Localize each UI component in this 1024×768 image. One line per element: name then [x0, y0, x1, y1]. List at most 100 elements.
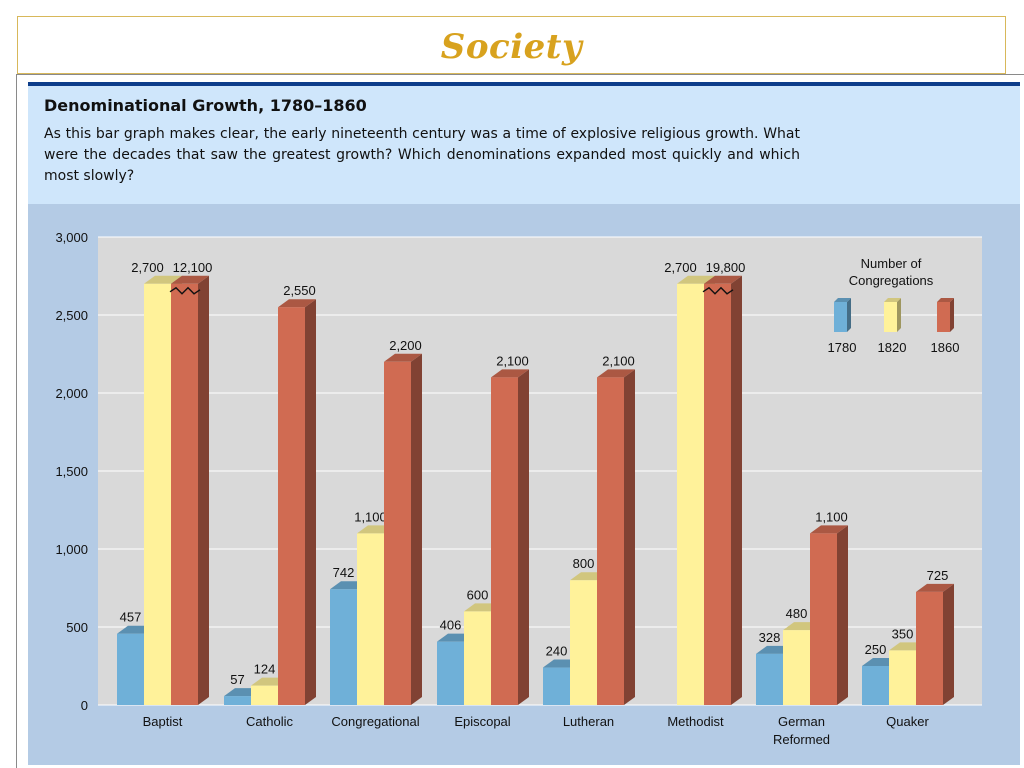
data-label: 12,100 [173, 260, 213, 275]
legend-label: 1780 [828, 340, 857, 355]
data-label: 19,800 [706, 260, 746, 275]
bar-side [731, 275, 742, 705]
y-tick-label: 2,500 [55, 308, 88, 323]
legend-swatch [937, 302, 950, 332]
data-label: 2,700 [664, 260, 697, 275]
y-tick-label: 0 [81, 698, 88, 713]
bar-top [916, 583, 954, 592]
bar [756, 653, 783, 705]
legend-swatch-top [937, 298, 954, 302]
y-tick-label: 3,000 [55, 230, 88, 245]
bar-side [411, 353, 422, 705]
x-tick-label: German [778, 714, 825, 729]
data-label: 328 [759, 630, 781, 645]
y-tick-label: 500 [66, 620, 88, 635]
slide-title: Society [440, 27, 583, 67]
data-label: 240 [546, 644, 568, 659]
data-label: 457 [120, 610, 142, 625]
data-label: 800 [573, 556, 595, 571]
data-label: 124 [254, 662, 276, 677]
data-label: 2,550 [283, 283, 316, 298]
y-tick-label: 1,500 [55, 464, 88, 479]
bar-top [597, 369, 635, 378]
bar [224, 696, 251, 705]
frame-line [1006, 74, 1024, 75]
bar [810, 533, 837, 705]
data-label: 250 [865, 642, 887, 657]
bar-top [144, 275, 182, 284]
data-label: 742 [333, 565, 355, 580]
bar-side [624, 369, 635, 705]
bar [889, 650, 916, 705]
y-tick-label: 2,000 [55, 386, 88, 401]
bar [464, 611, 491, 705]
x-tick-label: Reformed [773, 732, 830, 747]
bar-top [810, 525, 848, 534]
legend-swatch [834, 302, 847, 332]
x-tick-label: Methodist [667, 714, 724, 729]
legend-swatch-side [847, 298, 851, 332]
bar-top [278, 299, 316, 308]
legend-swatch [884, 302, 897, 332]
legend-label: 1860 [931, 340, 960, 355]
bar [491, 377, 518, 705]
bar [278, 307, 305, 705]
figure-title: Denominational Growth, 1780–1860 [44, 96, 367, 115]
data-label: 350 [892, 626, 914, 641]
bar-top [704, 275, 742, 284]
legend-swatch-side [897, 298, 901, 332]
data-label: 2,700 [131, 260, 164, 275]
bar [677, 283, 704, 705]
data-label: 1,100 [815, 509, 848, 524]
bar-top [491, 369, 529, 378]
bar [384, 361, 411, 705]
bar-side [943, 583, 954, 705]
x-tick-label: Catholic [246, 714, 293, 729]
legend-title: Congregations [849, 273, 934, 288]
bar [862, 666, 889, 705]
bar [251, 685, 278, 705]
bar [357, 533, 384, 705]
data-label: 1,100 [354, 509, 387, 524]
bar [144, 283, 171, 705]
data-label: 406 [440, 618, 462, 633]
y-tick-label: 1,000 [55, 542, 88, 557]
legend-swatch-side [950, 298, 954, 332]
bar [597, 377, 624, 705]
bar [171, 283, 198, 705]
x-tick-label: Episcopal [454, 714, 510, 729]
bar-side [198, 275, 209, 705]
x-tick-label: Quaker [886, 714, 929, 729]
bar [783, 630, 810, 705]
bar [330, 589, 357, 705]
figure-caption: As this bar graph makes clear, the early… [44, 126, 800, 184]
data-label: 725 [927, 568, 949, 583]
data-label: 480 [786, 606, 808, 621]
slide-header: Society [17, 16, 1006, 74]
bar-top [171, 275, 209, 284]
legend-label: 1820 [878, 340, 907, 355]
data-label: 2,200 [389, 338, 422, 353]
bar [916, 591, 943, 705]
bar [437, 641, 464, 705]
x-tick-label: Lutheran [563, 714, 614, 729]
bar-top [384, 353, 422, 362]
legend-title: Number of [861, 256, 922, 271]
bar [704, 283, 731, 705]
bar [117, 633, 144, 705]
bar-side [837, 525, 848, 705]
axis-break-mark [169, 286, 201, 295]
x-tick-label: Baptist [143, 714, 183, 729]
bar-top [677, 275, 715, 284]
bar [543, 667, 570, 705]
bar-side [305, 299, 316, 705]
axis-break-mark [702, 286, 734, 295]
bar [570, 580, 597, 705]
x-tick-label: Congregational [331, 714, 419, 729]
panel-top-rule [28, 82, 1020, 86]
data-label: 600 [467, 587, 489, 602]
frame-line [16, 74, 1024, 75]
bar-side [518, 369, 529, 705]
data-label: 57 [230, 672, 244, 687]
